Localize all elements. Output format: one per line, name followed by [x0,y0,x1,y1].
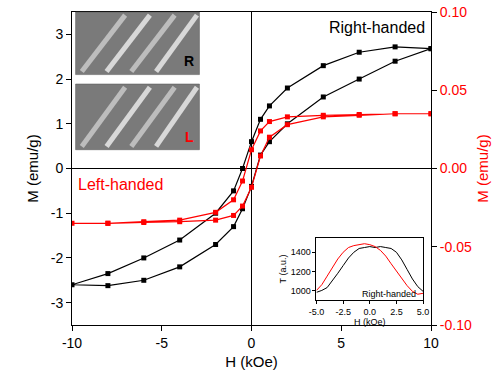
svg-text:10: 10 [423,335,439,351]
svg-text:1: 1 [55,116,63,132]
svg-text:1400: 1400 [291,247,311,257]
svg-text:0.0: 0.0 [364,307,377,317]
svg-text:Right-handed: Right-handed [329,19,425,36]
svg-text:-10: -10 [62,335,82,351]
svg-text:-0.10: -0.10 [440,317,472,333]
svg-text:M (emu/g): M (emu/g) [474,134,491,202]
svg-text:0: 0 [55,160,63,176]
svg-text:-5.0: -5.0 [309,307,325,317]
svg-text:-0.05: -0.05 [440,239,472,255]
svg-text:2: 2 [55,71,63,87]
svg-text:Left-handed: Left-handed [78,176,163,193]
svg-text:H (kOe): H (kOe) [225,353,278,370]
svg-text:0: 0 [248,335,256,351]
svg-text:Right-handed: Right-handed [362,289,416,299]
svg-text:T (a.u.): T (a.u.) [278,255,288,284]
svg-text:5.0: 5.0 [417,307,430,317]
svg-text:-1: -1 [51,205,64,221]
svg-text:-5: -5 [156,335,169,351]
svg-text:-3: -3 [51,295,64,311]
svg-text:L: L [185,129,194,145]
svg-text:0.00: 0.00 [440,160,467,176]
svg-text:3: 3 [55,26,63,42]
svg-text:0.05: 0.05 [440,82,467,98]
svg-text:-2.5: -2.5 [335,307,351,317]
svg-text:5: 5 [337,335,345,351]
svg-text:1200: 1200 [291,267,311,277]
svg-text:M (emu/g): M (emu/g) [24,134,41,202]
svg-text:0.10: 0.10 [440,4,467,20]
svg-text:2.5: 2.5 [390,307,403,317]
svg-text:R: R [184,53,194,69]
svg-text:1000: 1000 [291,286,311,296]
svg-text:-2: -2 [51,250,64,266]
svg-text:H (kOe): H (kOe) [354,317,386,327]
